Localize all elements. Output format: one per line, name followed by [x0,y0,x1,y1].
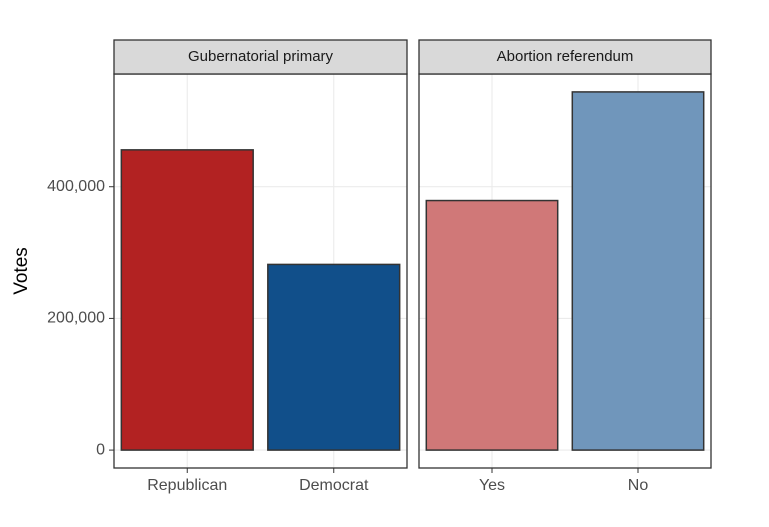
strip-title: Gubernatorial primary [188,48,334,65]
bar [425,199,559,451]
bar [120,149,254,451]
bar [571,91,705,451]
y-tick-label: 200,000 [47,310,105,327]
x-tick-label: Republican [147,477,227,494]
y-tick-label: 400,000 [47,178,105,195]
y-tick-label: 0 [96,441,105,458]
strip [113,39,408,75]
strip [418,39,712,75]
bar [267,263,401,451]
x-tick-label: Democrat [299,477,369,494]
x-tick-label: Yes [479,477,505,494]
x-tick-label: No [628,477,649,494]
y-axis-label: Votes [11,247,32,295]
strip-title: Abortion referendum [497,48,634,65]
